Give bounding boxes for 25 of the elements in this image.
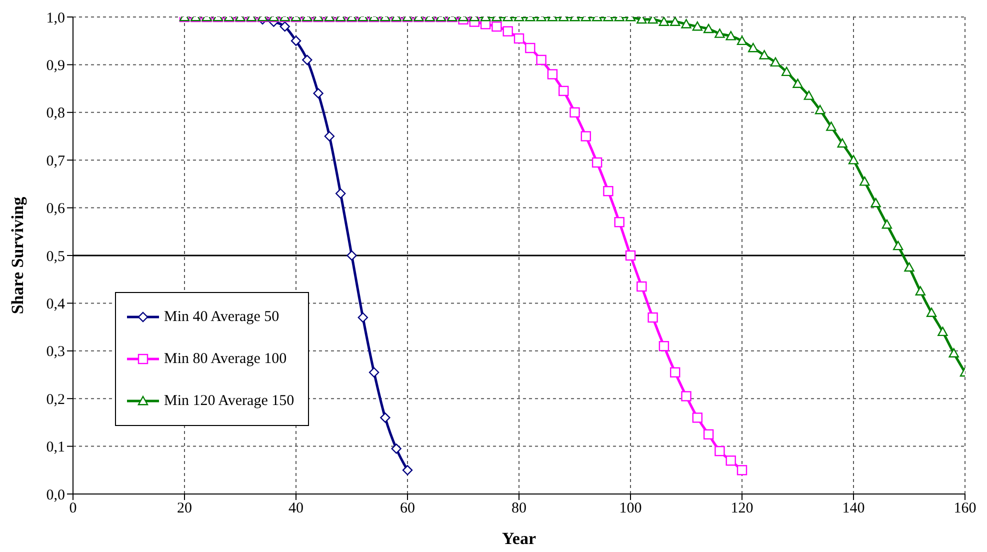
x-tick-label: 20	[177, 500, 192, 517]
x-tick-label: 0	[69, 500, 77, 517]
y-axis-title: Share Surviving	[8, 196, 28, 314]
y-tick-label: 0,4	[46, 296, 66, 313]
y-tick-label: 0,7	[46, 153, 66, 170]
x-tick-label: 120	[730, 500, 754, 517]
y-tick-label: 0,1	[46, 440, 65, 456]
y-tick-label: 0,8	[46, 106, 65, 122]
x-tick-label: 100	[619, 500, 642, 517]
x-tick-label: 160	[954, 500, 976, 517]
x-tick-label: 40	[288, 500, 304, 517]
y-tick-label: 0,2	[46, 392, 65, 408]
y-tick-label: 0,9	[46, 58, 65, 74]
y-tick-label: 0,3	[46, 344, 65, 360]
y-tick-label: 1,0	[46, 10, 65, 26]
x-tick-label: 140	[842, 500, 865, 517]
y-tick-label: 0,0	[46, 487, 65, 504]
legend-label: Min 40 Average 50	[164, 308, 280, 327]
x-tick-label: 80	[512, 500, 526, 517]
y-tick-label: 0,6	[46, 201, 66, 218]
legend-label: Min 80 Average 100	[164, 350, 287, 369]
x-tick-label: 60	[400, 500, 415, 517]
x-axis-title: Year	[502, 529, 536, 548]
y-tick-label: 0,5	[46, 248, 65, 265]
legend-label: Min 120 Average 150	[164, 392, 294, 411]
